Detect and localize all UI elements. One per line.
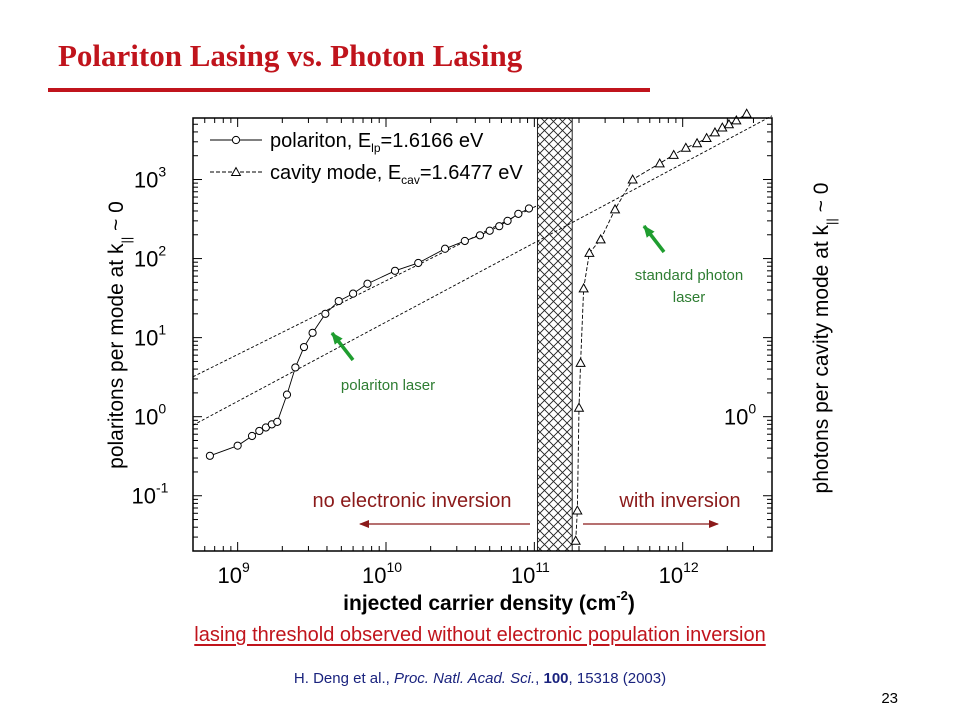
- photon-laser-label-1: standard photon: [635, 267, 743, 284]
- cavity-mode-point: [578, 282, 589, 293]
- polariton-point: [348, 289, 358, 298]
- polariton-point: [414, 258, 423, 268]
- polariton-point: [321, 309, 330, 318]
- annotations: no electronic inversion with inversion pol…: [313, 224, 743, 528]
- polariton-point: [233, 441, 242, 450]
- polariton-point: [363, 279, 372, 288]
- data-series: [205, 108, 752, 545]
- with-inversion-label: with inversion: [618, 490, 740, 512]
- cavity-mode-point: [741, 108, 752, 118]
- legend-triangle-marker: [230, 166, 242, 176]
- series-line-polariton: [209, 208, 530, 457]
- cavity-mode-point: [595, 233, 606, 244]
- cavity-mode-point: [668, 149, 679, 159]
- cavity-mode-point: [723, 118, 735, 129]
- page-number: 23: [881, 690, 898, 707]
- legend: polariton, Elp=1.6166 eV cavity mode, Eca…: [210, 130, 523, 187]
- crosshatch-band: [536, 117, 573, 552]
- x-tick-label: 1012: [659, 559, 699, 588]
- legend-label: cavity mode, Ecav=1.6477 eV: [270, 162, 523, 187]
- citation: H. Deng et al., Proc. Natl. Acad. Sci. , …: [0, 670, 960, 687]
- cavity-mode-point: [572, 505, 583, 515]
- x-axis-label: injected carrier density (cm-2): [343, 588, 635, 615]
- y-tick-label-right: 100: [724, 401, 756, 430]
- y-tick-label-left: 102: [134, 243, 166, 272]
- polariton-laser-label: polariton laser: [341, 377, 435, 394]
- cavity-mode-point: [609, 203, 621, 214]
- polariton-point: [247, 431, 257, 441]
- photon-laser-label-2: laser: [673, 289, 706, 306]
- polariton-point: [291, 363, 300, 372]
- polariton-point: [299, 342, 309, 352]
- axis-labels: injected carrier density (cm-2) polariton…: [105, 183, 839, 615]
- citation-rest: , 15318 (2003): [568, 670, 667, 687]
- cavity-mode-point: [654, 157, 665, 168]
- polariton-point: [205, 451, 215, 460]
- polariton-point: [524, 204, 534, 213]
- polariton-point: [255, 426, 264, 436]
- x-tick-label: 1010: [362, 559, 402, 588]
- polariton-laser-pointer: [330, 331, 355, 362]
- cavity-mode-point: [691, 137, 703, 148]
- polariton-point: [460, 236, 469, 246]
- polariton-point: [282, 390, 292, 399]
- no-inversion-label: no electronic inversion: [313, 490, 512, 512]
- series-line-cavity-mode: [575, 113, 747, 541]
- polariton-point: [390, 266, 400, 275]
- cavity-mode-point: [584, 247, 595, 257]
- cavity-mode-point: [573, 402, 585, 412]
- cavity-mode-point: [627, 174, 638, 184]
- y-tick-label-left: 10-1: [132, 480, 169, 509]
- x-tick-label: 1011: [511, 559, 550, 588]
- caption-text: lasing threshold observed without electr…: [194, 624, 766, 646]
- y-tick-label-left: 103: [134, 164, 166, 193]
- caption: lasing threshold observed without electr…: [0, 624, 960, 647]
- y-axis-label-left: polaritons per mode at k|| ~ 0: [105, 201, 134, 469]
- polariton-point: [475, 231, 485, 240]
- y-axis-label-right: photons per cavity mode at k|| ~ 0: [810, 183, 839, 494]
- legend-label: polariton, Elp=1.6166 eV: [270, 130, 484, 155]
- cavity-mode-point: [731, 114, 742, 125]
- polariton-point: [495, 222, 504, 231]
- crossover-region: [536, 117, 573, 552]
- tick-labels: 109 1010 1011 1012 10-1 100 101 102 103 100: [132, 164, 757, 588]
- photon-laser-pointer: [642, 224, 666, 254]
- polariton-point: [503, 216, 512, 225]
- axis-ticks: [192, 117, 773, 552]
- slide-title: Polariton Lasing vs. Photon Lasing: [58, 38, 523, 73]
- guide-line-1: [192, 115, 773, 426]
- cavity-mode-point: [709, 126, 721, 137]
- citation-journal: Proc. Natl. Acad. Sci.: [393, 670, 536, 687]
- polariton-point: [485, 226, 494, 235]
- polariton-point: [334, 296, 343, 306]
- cavity-mode-point: [575, 357, 586, 367]
- y-tick-label-left: 100: [134, 401, 166, 430]
- cavity-mode-point: [570, 535, 581, 545]
- citation-sep: ,: [535, 670, 544, 687]
- y-tick-label-left: 101: [134, 322, 166, 351]
- cavity-mode-point: [680, 142, 692, 152]
- polariton-point: [308, 328, 317, 337]
- polariton-point: [440, 244, 450, 253]
- plot-frame: [192, 117, 773, 552]
- citation-authors: H. Deng et al.,: [293, 670, 394, 687]
- title-underline: [48, 88, 650, 92]
- polariton-point: [514, 209, 523, 218]
- x-tick-label: 109: [218, 559, 250, 588]
- cavity-mode-point: [701, 132, 712, 143]
- citation-volume: 100: [543, 670, 569, 687]
- legend-circle-marker: [231, 135, 241, 145]
- polariton-point: [273, 417, 282, 426]
